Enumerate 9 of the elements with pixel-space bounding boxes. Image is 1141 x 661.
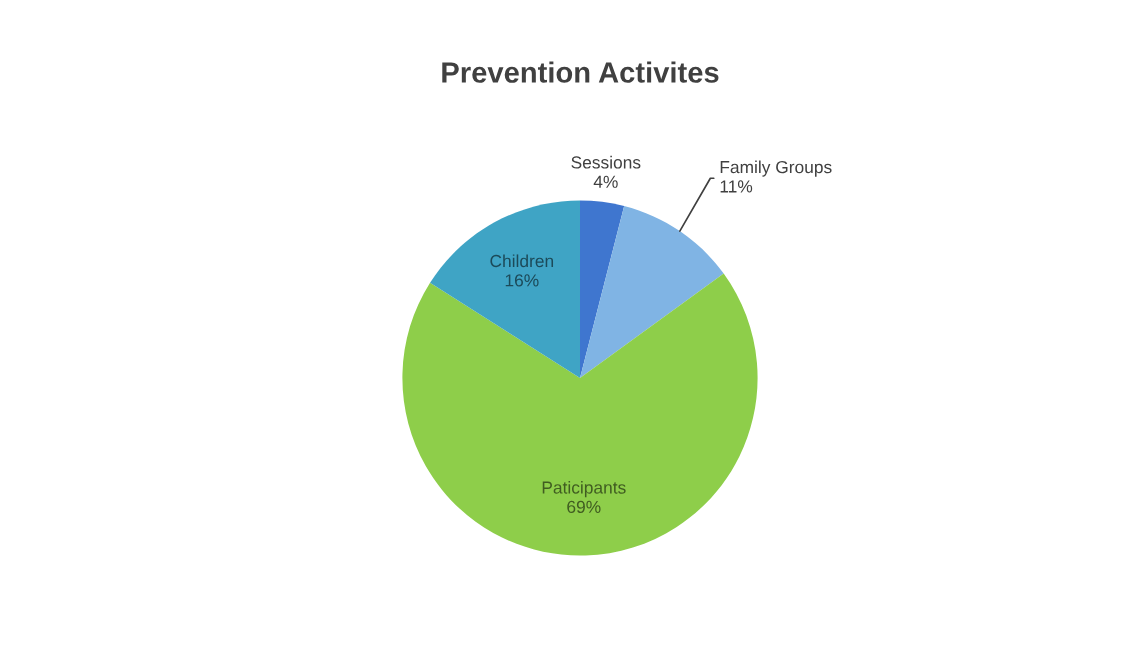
slice-label: Paticipants [542, 480, 626, 498]
data-label: 69% [567, 500, 601, 514]
data-label: 4% [593, 175, 618, 188]
slice-label: Sessions [571, 155, 641, 169]
data-label: 16% [505, 274, 539, 287]
slice-label: Family Groups [720, 160, 832, 177]
data-label: 11% [720, 180, 753, 193]
chart-title: Prevention Activites [442, 61, 719, 83]
slice-label: Children [490, 254, 554, 268]
